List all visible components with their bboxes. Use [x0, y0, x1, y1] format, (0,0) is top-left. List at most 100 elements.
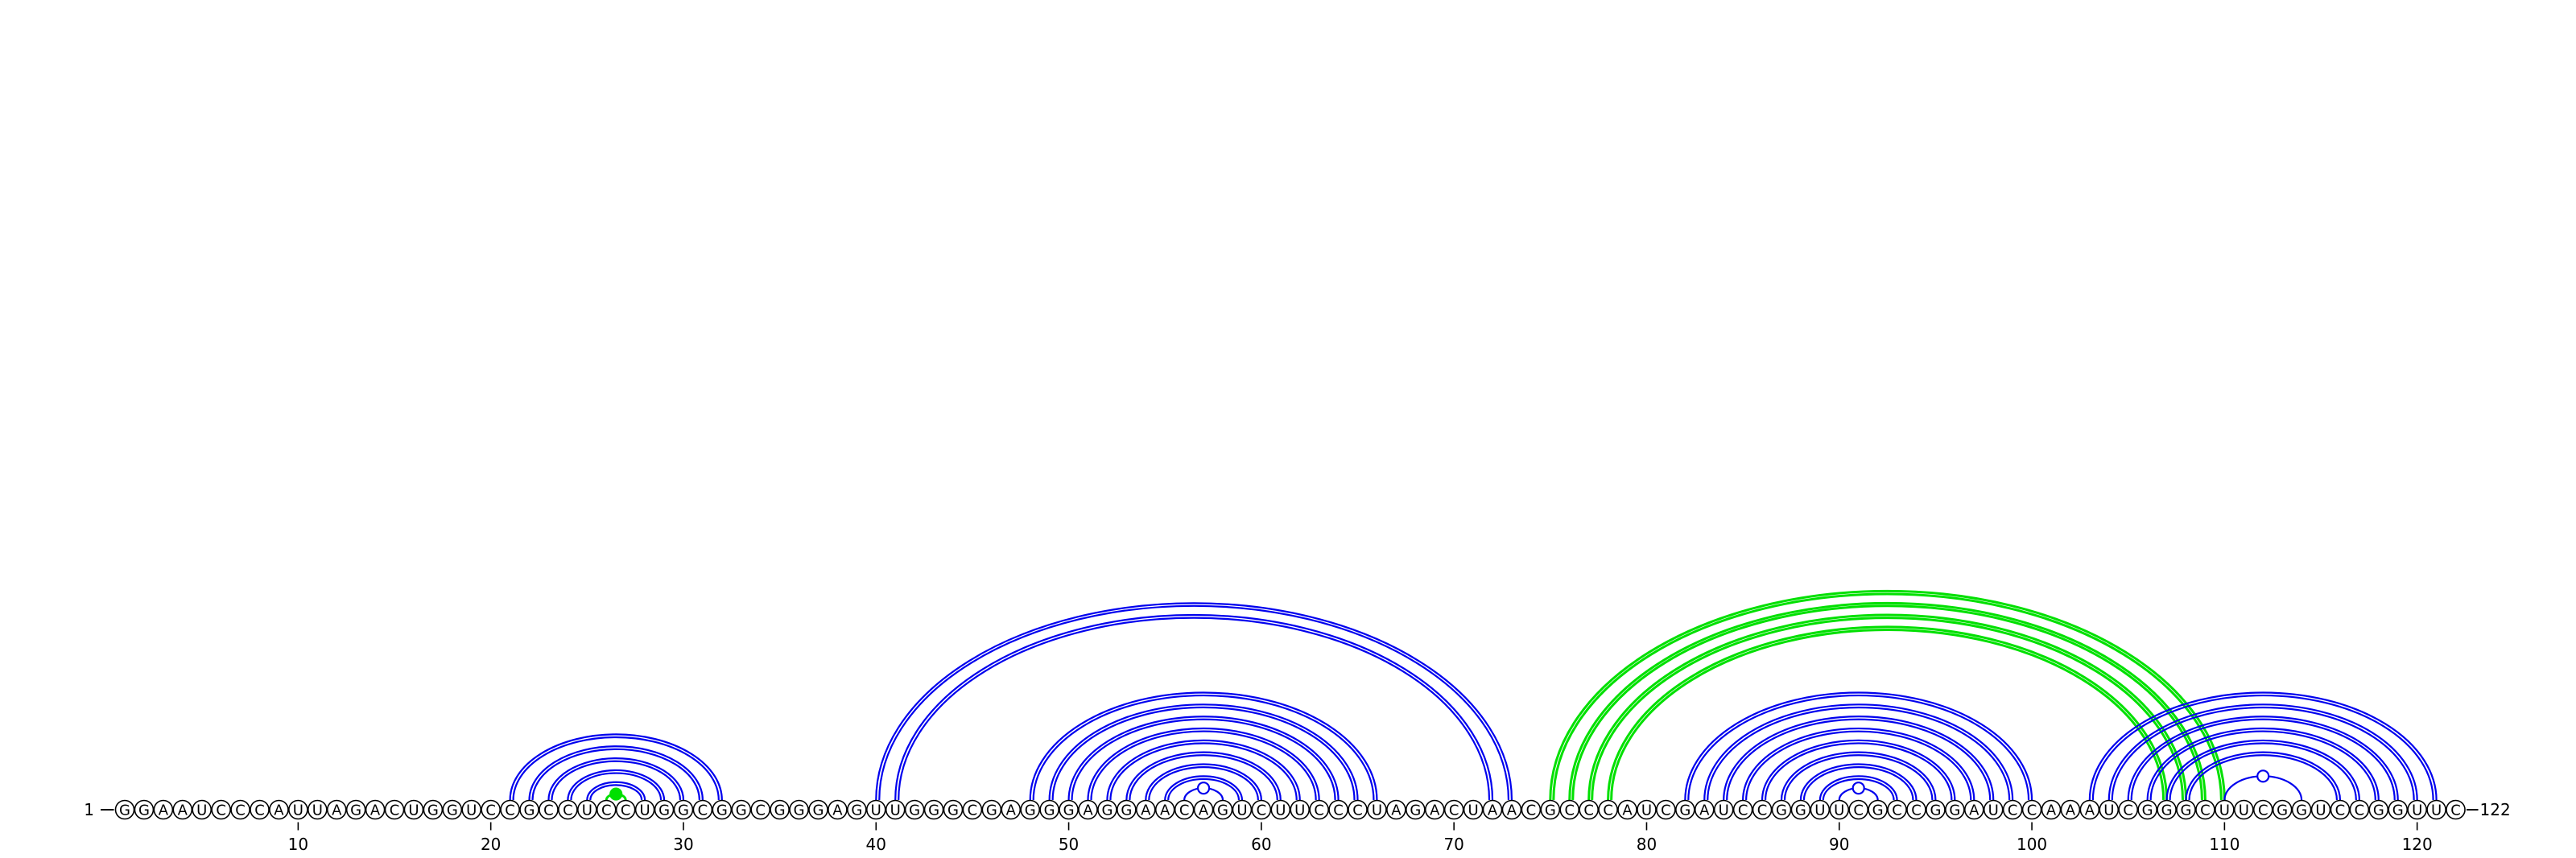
base-pair-arc-77-108-inner — [1591, 617, 2185, 801]
base-pair-arc-87-95 — [1780, 751, 1937, 801]
nucleotide-letter: C — [235, 802, 246, 819]
nucleotide-circle — [423, 799, 444, 820]
nucleotide-letter: C — [1661, 802, 1671, 819]
position-ticks: 10 20 30 40 50 60 70 80 90 100 110 120 — [288, 822, 2433, 854]
nucleotide-102: A — [2060, 799, 2081, 820]
nucleotide-36: G — [789, 799, 809, 820]
nucleotide-110: U — [2215, 799, 2235, 820]
nucleotide-circle — [1309, 799, 1329, 820]
nucleotide-35: G — [770, 799, 790, 820]
nucleotide-circle — [250, 799, 270, 820]
nucleotide-letter: A — [2046, 802, 2057, 819]
nucleotide-10: U — [288, 799, 308, 820]
nucleotide-circle — [384, 799, 405, 820]
nucleotide-letter: G — [716, 802, 728, 819]
nucleotide-66: U — [1367, 799, 1387, 820]
nucleotide-letter: A — [1969, 802, 1979, 819]
base-pair-arc-51-63 — [1087, 727, 1320, 801]
base-pair-arc-49-65-inner — [1051, 706, 1356, 801]
nucleotide-circle — [789, 799, 809, 820]
nucleotide-87: G — [1771, 799, 1792, 820]
base-pair-arc-103-121 — [2088, 691, 2438, 801]
nucleotide-96: G — [1945, 799, 1965, 820]
nucleotide-letter: U — [2412, 802, 2422, 819]
nucleotide-circle — [2234, 799, 2254, 820]
nucleotide-37: G — [808, 799, 828, 820]
nucleotide-89: U — [1810, 799, 1831, 820]
base-pair-arc-48-66-inner — [1032, 695, 1375, 801]
nucleotide-circle — [1290, 799, 1311, 820]
nucleotide-circle — [1790, 799, 1811, 820]
nucleotide-63: C — [1309, 799, 1329, 820]
nucleotide-letter: G — [2296, 802, 2307, 819]
nucleotide-circle — [1020, 799, 1041, 820]
base-pair-arc-78-107 — [1607, 625, 2169, 801]
nucleotide-53: G — [1117, 799, 1137, 820]
nucleotide-circle — [288, 799, 308, 820]
base-pair-arc-52-62 — [1106, 739, 1301, 801]
nucleotide-27: C — [615, 799, 636, 820]
nucleotide-circle — [558, 799, 578, 820]
nucleotide-circle — [2252, 799, 2273, 820]
nucleotide-93: C — [1887, 799, 1907, 820]
tick-label-100: 100 — [2017, 835, 2047, 854]
nucleotide-circle — [1810, 799, 1831, 820]
nucleotide-115: U — [2310, 799, 2331, 820]
nucleotide-69: A — [1424, 799, 1445, 820]
nucleotide-letter: G — [1776, 802, 1787, 819]
base-pair-arc-50-64 — [1067, 716, 1340, 801]
nucleotide-circle — [230, 799, 250, 820]
nucleotide-circle — [1348, 799, 1368, 820]
nucleotide-letter: C — [2335, 802, 2346, 819]
base-pair-arc-82-100 — [1684, 691, 2033, 801]
base-pair-arc-22-31-inner — [531, 748, 700, 801]
nucleotide-28: U — [634, 799, 655, 820]
nucleotide-44: G — [943, 799, 964, 820]
nucleotide-letter: G — [986, 802, 997, 819]
base-pair-arc-84-98 — [1723, 716, 1995, 801]
base-pair-arc-75-110-inner — [1552, 592, 2223, 801]
base-pair-arc-25-28-inner — [589, 784, 643, 801]
nucleotide-letter: U — [1468, 802, 1479, 819]
nucleotide-circle — [2137, 799, 2157, 820]
nucleotide-91: C — [1848, 799, 1868, 820]
nucleotide-letter: U — [1275, 802, 1286, 819]
nucleotide-circle — [1829, 799, 1850, 820]
nucleotide-circle — [1732, 799, 1753, 820]
nucleotide-92: G — [1868, 799, 1888, 820]
base-pair-arc-41-72 — [894, 613, 1494, 801]
nucleotide-circle — [1174, 799, 1195, 820]
nucleotide-circle — [403, 799, 424, 820]
nucleotide-48: G — [1020, 799, 1041, 820]
nucleotide-circle — [2330, 799, 2351, 820]
nucleotide-letter: G — [794, 802, 805, 819]
nucleotide-49: G — [1039, 799, 1059, 820]
base-pair-arc-41-72-inner — [898, 617, 1491, 801]
base-pair-arc-107-117 — [2165, 739, 2360, 801]
nucleotide-circle — [2446, 799, 2466, 820]
loop-marker-2 — [1852, 782, 1865, 795]
nucleotide-circle — [1675, 799, 1695, 820]
nucleotide-letter: U — [2239, 802, 2249, 819]
nucleotide-circle — [1367, 799, 1387, 820]
nucleotide-51: A — [1078, 799, 1098, 820]
nucleotide-circle — [1945, 799, 1965, 820]
nucleotide-56: C — [1174, 799, 1195, 820]
nucleotide-letter: A — [1006, 802, 1017, 819]
nucleotide-circle — [345, 799, 366, 820]
nucleotide-circle — [2272, 799, 2293, 820]
nucleotide-circle — [808, 799, 828, 820]
nucleotide-letter: A — [1391, 802, 1402, 819]
nucleotide-52: G — [1097, 799, 1117, 820]
base-pair-arc-24-29-inner — [570, 772, 663, 801]
nucleotide-circle — [461, 799, 482, 820]
nucleotide-letter: A — [1141, 802, 1151, 819]
nucleotide-circle — [539, 799, 559, 820]
base-pair-arc-84-98-inner — [1726, 718, 1992, 801]
nucleotide-circle — [1270, 799, 1291, 820]
base-pair-arc-48-66 — [1029, 691, 1378, 801]
nucleotide-circle — [1713, 799, 1734, 820]
nucleotide-circle — [1097, 799, 1117, 820]
nucleotide-letter: U — [1372, 802, 1382, 819]
nucleotide-letter: C — [1179, 802, 1190, 819]
